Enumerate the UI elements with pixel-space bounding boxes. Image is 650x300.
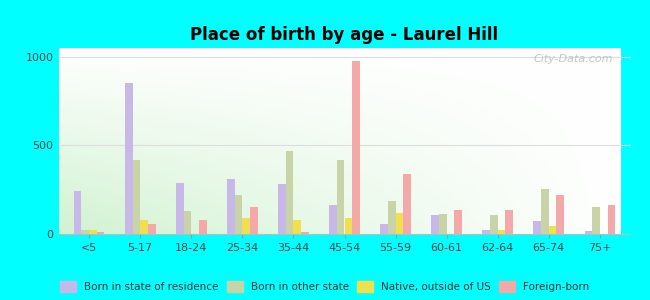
Bar [549,226,556,234]
Bar [482,230,490,234]
Bar [584,231,592,234]
Bar [506,210,513,234]
Bar [227,179,235,234]
Bar [608,205,615,234]
Bar [199,220,207,234]
Bar [534,221,541,234]
Bar [148,224,155,234]
Bar [498,230,505,234]
Bar [242,218,250,234]
Bar [403,174,411,234]
Bar [301,232,309,234]
Bar [396,213,403,234]
Title: Place of birth by age - Laurel Hill: Place of birth by age - Laurel Hill [190,26,499,44]
Bar [140,220,148,234]
Bar [74,191,81,234]
Bar [388,201,396,234]
Bar [133,160,140,234]
Bar [337,160,344,234]
Bar [352,61,360,234]
Bar [81,230,89,234]
Bar [454,210,462,234]
Bar [439,214,447,234]
Bar [183,211,191,234]
Bar [344,218,352,234]
Bar [176,183,183,234]
Bar [125,83,133,234]
Bar [541,189,549,234]
Bar [89,230,97,234]
Bar [490,215,498,234]
Bar [293,220,301,234]
Bar [329,205,337,234]
Bar [556,195,564,234]
Bar [235,195,242,234]
Bar [380,224,388,234]
Bar [432,214,439,234]
Bar [250,207,257,234]
Bar [97,232,105,234]
Bar [592,206,600,234]
Bar [286,151,293,234]
Legend: Born in state of residence, Born in other state, Native, outside of US, Foreign-: Born in state of residence, Born in othe… [60,281,590,292]
Text: City-Data.com: City-Data.com [534,54,614,64]
Bar [278,184,286,234]
